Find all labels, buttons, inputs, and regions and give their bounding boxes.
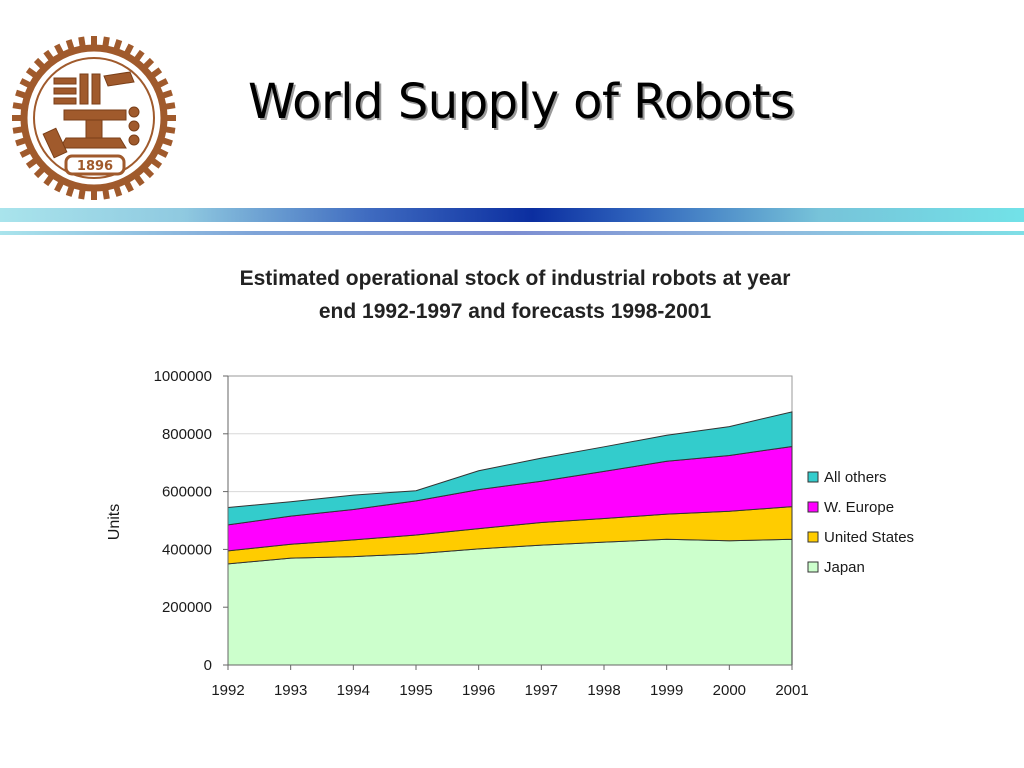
y-tick-label: 1000000 (154, 368, 212, 385)
legend-label: All others (824, 469, 887, 486)
gear-tooth (91, 36, 97, 48)
axes (223, 375, 793, 670)
area-japan (227, 538, 793, 666)
legend-swatch (807, 471, 819, 483)
x-tick-label: 1997 (525, 682, 558, 699)
x-tick-labels: 1992 1993 1994 1995 1996 1997 1998 1999 2000 2001 (211, 682, 808, 699)
y-tick-label: 200000 (162, 599, 212, 616)
chart-title: Estimated operational stock of industria… (150, 262, 880, 328)
x-tick-label: 1995 (399, 682, 432, 699)
university-logo: 1896 (12, 36, 176, 200)
x-tick-label: 1993 (274, 682, 307, 699)
chart-title-line-2: end 1992-1997 and forecasts 1998-2001 (318, 300, 712, 323)
legend-swatch (807, 531, 819, 543)
x-tick-label: 2001 (775, 682, 808, 699)
chart-title-line-1: Estimated operational stock of industria… (239, 267, 791, 290)
y-axis-label: Units (106, 504, 123, 540)
y-tick-label: 600000 (162, 484, 212, 501)
logo-emblem (42, 71, 140, 159)
header-band (0, 208, 1024, 222)
gear-tooth (91, 188, 97, 200)
legend-swatch (807, 561, 819, 573)
area-all-others (227, 411, 793, 526)
y-tick-label: 0 (204, 657, 212, 674)
legend-swatch (807, 501, 819, 513)
x-tick-label: 1998 (587, 682, 620, 699)
x-tick-label: 2000 (713, 682, 746, 699)
legend-label: W. Europe (824, 499, 894, 516)
x-tick-label: 1996 (462, 682, 495, 699)
y-tick-labels: 1000000 800000 600000 400000 200000 0 (154, 368, 212, 674)
header-underline (0, 231, 1024, 235)
x-tick-label: 1992 (211, 682, 244, 699)
y-tick-label: 400000 (162, 541, 212, 558)
legend-label: United States (824, 529, 914, 546)
y-tick-label: 800000 (162, 426, 212, 443)
logo-year-plate (64, 154, 126, 176)
x-tick-label: 1999 (650, 682, 683, 699)
legend: All others W. Europe United States Japan (807, 469, 914, 576)
slide-title: World Supply of Robots (248, 74, 795, 130)
logo-year-text: 1896 (77, 159, 113, 174)
legend-label: Japan (824, 559, 865, 576)
x-tick-label: 1994 (337, 682, 370, 699)
